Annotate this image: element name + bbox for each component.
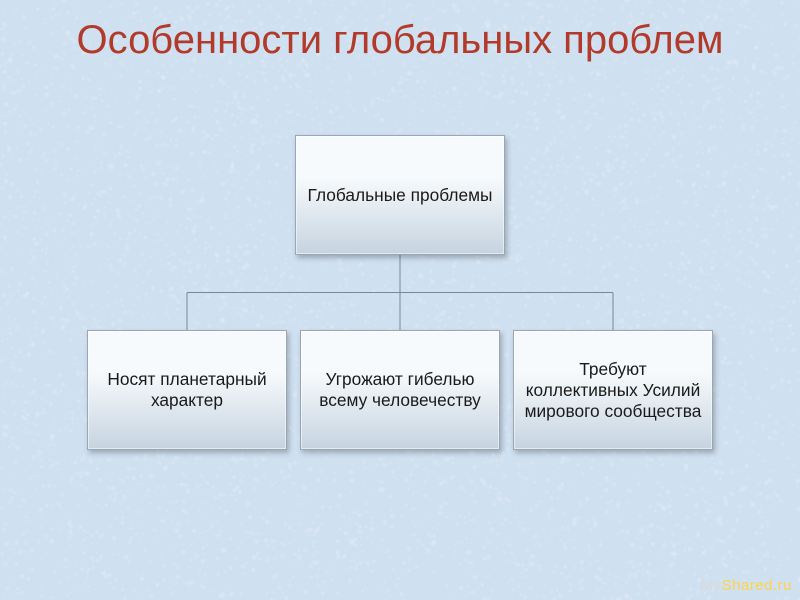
watermark-suffix: Shared.ru <box>722 577 792 594</box>
node-root: Глобальные проблемы <box>295 135 505 255</box>
node-c3: Требуют коллективных Усилий мирового соо… <box>513 330 713 450</box>
node-c2: Угрожают гибелью всему человечеству <box>300 330 500 450</box>
watermark: MyShared.ru <box>701 577 792 594</box>
node-label: Носят планетарный характер <box>96 369 278 411</box>
node-c1: Носят планетарный характер <box>87 330 287 450</box>
node-label: Угрожают гибелью всему человечеству <box>309 369 491 411</box>
org-chart: Глобальные проблемы Носят планетарный хар… <box>0 0 800 600</box>
node-label: Глобальные проблемы <box>308 185 493 206</box>
node-label: Требуют коллективных Усилий мирового соо… <box>522 359 704 422</box>
watermark-prefix: My <box>701 577 722 594</box>
